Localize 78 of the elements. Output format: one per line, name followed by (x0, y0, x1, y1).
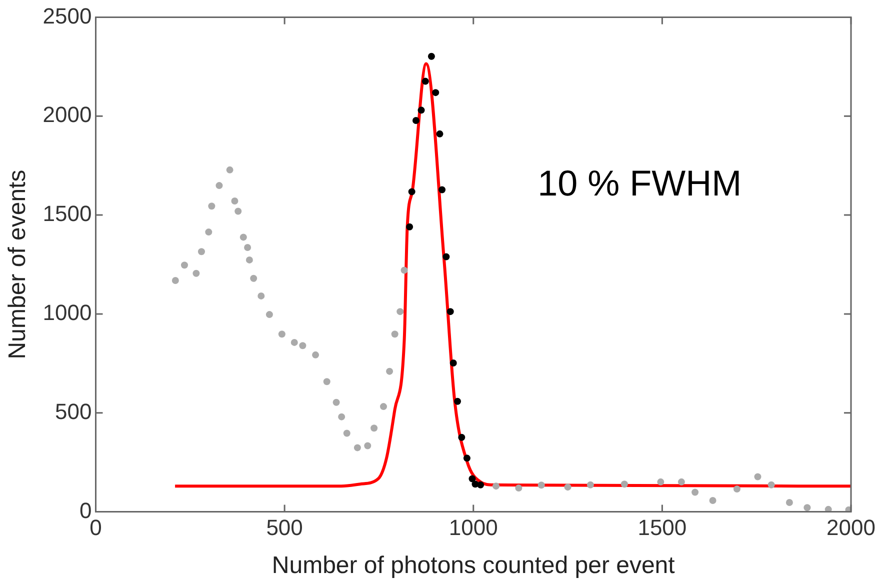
x-axis-title: Number of photons counted per event (272, 552, 676, 580)
point (400, 266, 408, 274)
y-tick-label: 1000 (42, 300, 92, 326)
point (442, 253, 450, 260)
point (678, 478, 685, 486)
point (538, 482, 545, 489)
point (216, 182, 223, 190)
point (396, 308, 404, 316)
point (208, 202, 216, 210)
point (234, 208, 242, 215)
point (436, 130, 444, 138)
point (258, 292, 265, 300)
point (454, 398, 462, 405)
point (515, 484, 522, 492)
point (354, 444, 361, 452)
x-tick-label: 2000 (826, 515, 876, 540)
point (250, 274, 258, 282)
x-tick-label: 1500 (638, 515, 687, 540)
point (172, 277, 179, 284)
point (657, 478, 664, 486)
y-axis-title: Number of events (4, 170, 32, 360)
x-tick-label: 1000 (448, 515, 498, 540)
point (586, 481, 594, 488)
y-tick-label: 0 (79, 498, 92, 523)
point (446, 308, 454, 316)
annotation: 10 % FWHM (538, 162, 742, 204)
point (406, 223, 414, 230)
point (733, 486, 740, 493)
point (458, 434, 466, 441)
point (804, 504, 811, 512)
point (709, 497, 716, 504)
point (266, 311, 273, 318)
point (477, 481, 484, 488)
point (422, 78, 429, 85)
point (768, 481, 775, 488)
point (432, 89, 440, 96)
point (386, 368, 394, 375)
point (205, 228, 212, 236)
point (380, 403, 387, 410)
point (240, 234, 247, 241)
point (438, 186, 446, 194)
point (338, 413, 346, 420)
point (412, 116, 420, 124)
point (391, 330, 398, 338)
point (620, 480, 628, 488)
point (463, 454, 470, 462)
point (290, 338, 298, 346)
point (312, 351, 320, 358)
point (754, 473, 762, 480)
point (370, 424, 378, 432)
point (231, 197, 238, 204)
point (492, 482, 500, 490)
point (364, 442, 372, 450)
y-tick-label: 2000 (42, 102, 92, 128)
point (692, 488, 699, 496)
point (450, 360, 457, 367)
point (278, 330, 286, 338)
point (824, 506, 832, 512)
point (198, 248, 205, 256)
point (226, 166, 234, 174)
x-tick-label: 500 (266, 515, 303, 540)
point (418, 106, 425, 114)
y-tick-label: 2500 (42, 3, 92, 28)
point (323, 378, 330, 386)
y-tick-label: 1500 (42, 201, 92, 226)
point (564, 484, 572, 491)
point (180, 262, 188, 269)
point (332, 398, 340, 406)
point (408, 188, 416, 196)
point (786, 499, 793, 506)
y-tick-label: 500 (55, 398, 92, 424)
point (192, 270, 200, 277)
point (246, 256, 253, 264)
point (428, 52, 435, 60)
point (468, 475, 476, 482)
point (244, 244, 252, 251)
point (299, 342, 306, 350)
point (343, 430, 350, 437)
